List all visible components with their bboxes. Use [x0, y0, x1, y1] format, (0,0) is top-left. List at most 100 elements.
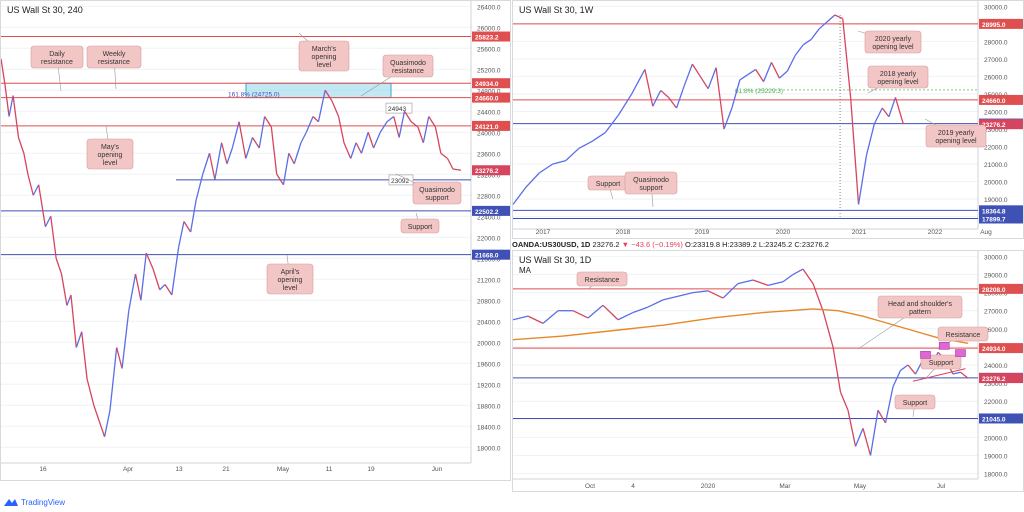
y-tick-label: 24000.0: [984, 109, 1008, 116]
x-tick-label: May: [277, 466, 290, 473]
annotation-callout-box: [86, 138, 134, 170]
price-segment: [128, 273, 137, 311]
price-segment: [707, 290, 724, 299]
y-tick-label: 19600.0: [477, 361, 501, 368]
y-tick-label: 23600.0: [477, 151, 501, 158]
price-segment: [894, 97, 905, 125]
price-segment: [907, 364, 917, 375]
annotation-callout-text: 2019 yearly: [938, 130, 975, 137]
price-segment: [873, 107, 883, 125]
y-tick-label: 19000.0: [984, 453, 1008, 460]
price-segment: [372, 131, 381, 149]
level-price-tag: [979, 213, 1023, 224]
price-segment: [647, 299, 664, 308]
price-segment: [440, 152, 448, 160]
price-segment: [331, 100, 340, 117]
symbol-info-bar: OANDA:US30USD, 1D 23276.2 ▼ −43.6 (−0.19…: [512, 240, 829, 249]
level-price-label: 17899.7: [982, 216, 1006, 223]
y-tick-label: 28000.0: [984, 39, 1008, 46]
annotation-callout-box: [400, 218, 440, 234]
price-segment: [245, 137, 254, 159]
y-tick-label: 24000.0: [984, 363, 1008, 370]
x-tick-label: Oct: [585, 483, 595, 490]
y-tick-label: 22400.0: [477, 214, 501, 221]
y-tick-label: 27000.0: [984, 57, 1008, 64]
x-tick-label: 4: [631, 483, 635, 490]
price-segment: [288, 152, 295, 165]
price-segment: [662, 295, 679, 301]
daily-chart-title: US Wall St 30, 1D: [519, 255, 592, 265]
y-tick-label: 18000.0: [984, 472, 1008, 479]
annotation-callout-text: 2018 yearly: [880, 71, 917, 78]
y-tick-label: 20400.0: [477, 319, 501, 326]
annotation-callout-text: 2020 yearly: [875, 36, 912, 43]
price-segment: [190, 200, 197, 233]
price-segment: [208, 153, 216, 180]
level-price-label: 24934.0: [982, 346, 1006, 353]
h4-chart-title: US Wall St 30, 240: [7, 5, 83, 15]
price-segment: [32, 184, 40, 196]
price-segment: [762, 62, 773, 82]
price-segment: [343, 142, 352, 159]
annotation-callout-text: pattern: [909, 309, 931, 316]
price-segment: [171, 247, 180, 296]
weekly-chart-panel[interactable]: 30000.029000.028000.027000.026000.025000…: [512, 0, 1024, 239]
price-segment: [617, 311, 634, 321]
level-tag-label: 24943: [388, 106, 406, 113]
price-segment: [75, 331, 83, 348]
price-segment: [822, 310, 834, 348]
price-segment: [251, 137, 260, 149]
price-segment: [832, 346, 842, 393]
annotation-callout-text: support: [425, 195, 448, 202]
price-segment: [525, 172, 540, 188]
price-segment: [152, 268, 161, 290]
price-segment: [675, 84, 686, 109]
annotation-callout-text: level: [317, 62, 332, 69]
y-tick-label: 20800.0: [477, 298, 501, 305]
price-segment: [865, 123, 875, 156]
fib-extension-label: 161.8% (24725.0): [228, 92, 280, 99]
price-segment: [722, 283, 739, 299]
price-segment: [839, 391, 849, 411]
annotation-callout-box: [298, 40, 350, 72]
price-segment: [214, 142, 223, 180]
annotation-callout-text: April's: [281, 269, 300, 276]
y-tick-label: 26000.0: [984, 327, 1008, 334]
price-segment: [888, 97, 897, 117]
price-segment: [539, 163, 553, 174]
low-price: L:23245.2: [758, 240, 793, 249]
level-tag-box: [385, 102, 413, 114]
price-segment: [55, 258, 63, 275]
price-segment: [417, 126, 424, 143]
price-segment: [81, 331, 88, 380]
fib-level-label: 61.8% (25229.3): [735, 88, 783, 95]
annotation-callout-text: opening: [278, 277, 303, 284]
h4-chart-panel[interactable]: 26400.0 26000.0 25600.0 25200.0 24800.0 24400…: [0, 0, 511, 481]
annotation-callout-box: [86, 45, 142, 69]
price-segment: [565, 147, 580, 162]
price-segment: [818, 21, 828, 30]
y-tick-label: 29000.0: [984, 273, 1008, 280]
price-segment: [513, 315, 529, 321]
tradingview-logo[interactable]: TradingView: [4, 498, 65, 507]
open-price: O:23319.8: [685, 240, 721, 249]
y-tick-label: 26000.0: [477, 25, 501, 32]
daily-chart-panel[interactable]: 30000.029000.028000.027000.026000.025000…: [512, 250, 1024, 492]
price-segment: [578, 140, 593, 149]
price-segment: [1, 58, 6, 86]
x-tick-label: Apr: [123, 466, 134, 473]
x-tick-label: Mar: [779, 483, 791, 490]
x-tick-label: 2017: [536, 229, 551, 236]
price-segment: [44, 215, 52, 228]
price-segment: [282, 153, 290, 185]
price-segment: [109, 347, 118, 411]
head-shoulders-marker: [920, 351, 931, 359]
head-shoulders-marker: [938, 342, 950, 350]
level-price-tag: [979, 205, 1023, 216]
price-segment: [770, 62, 780, 79]
price-segment: [900, 364, 909, 371]
price-segment: [602, 304, 619, 321]
price-segment: [527, 315, 544, 324]
price-segment: [86, 378, 95, 406]
price-segment: [668, 97, 678, 109]
